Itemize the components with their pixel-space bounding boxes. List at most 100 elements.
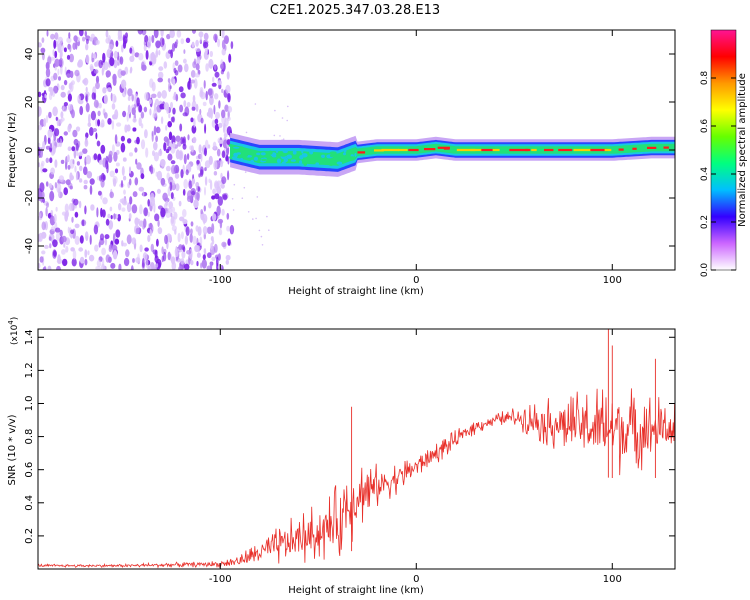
noise-blob — [143, 218, 147, 228]
noise-blob — [99, 123, 105, 128]
noise-blob — [138, 117, 142, 127]
noise-blob — [168, 131, 173, 141]
noise-blob — [96, 259, 102, 267]
noise-blob — [221, 39, 226, 50]
band-blob — [245, 150, 249, 153]
noise-blob — [186, 101, 191, 108]
noise-blob — [59, 229, 63, 237]
noise-blob — [43, 118, 47, 127]
x-tick-label: 100 — [603, 574, 622, 585]
noise-blob — [157, 227, 163, 235]
colorbar-tick-label: 0.2 — [700, 215, 710, 229]
noise-blob — [82, 148, 88, 154]
noise-blob — [155, 171, 158, 177]
noise-blob — [89, 185, 93, 195]
noise-blob — [74, 223, 80, 229]
y-tick-label: 0.4 — [24, 495, 35, 511]
noise-blob — [200, 166, 204, 176]
noise-blob — [175, 93, 179, 102]
noise-blob — [213, 243, 218, 253]
noise-blob — [190, 228, 193, 235]
noise-blob — [227, 170, 230, 181]
noise-dot — [266, 215, 268, 218]
noise-blob — [53, 39, 57, 49]
noise-blob — [75, 143, 79, 152]
noise-blob — [180, 92, 186, 99]
noise-blob — [193, 78, 198, 89]
noise-dot — [286, 119, 289, 122]
noise-blob — [217, 264, 222, 270]
noise-blob — [183, 58, 187, 64]
noise-blob — [165, 124, 168, 131]
noise-blob — [147, 234, 151, 243]
noise-blob — [218, 160, 224, 165]
noise-blob — [57, 42, 62, 53]
noise-blob — [149, 222, 153, 229]
noise-blob — [221, 176, 227, 185]
noise-blob — [74, 235, 80, 245]
band-blob — [309, 150, 314, 155]
noise-blob — [79, 151, 83, 156]
noise-blob — [128, 166, 132, 174]
noise-blob — [111, 103, 116, 110]
noise-dot — [244, 171, 247, 173]
noise-blob — [218, 228, 223, 236]
noise-blob — [217, 253, 221, 261]
chart-title: C2E1.2025.347.03.28.E13 — [270, 3, 440, 18]
noise-blob — [214, 181, 219, 191]
noise-blob — [226, 71, 230, 80]
noise-dot — [281, 117, 284, 119]
noise-blob — [74, 165, 77, 173]
noise-blob — [38, 91, 42, 98]
noise-dot — [232, 209, 235, 211]
noise-blob — [50, 209, 54, 216]
noise-blob — [218, 122, 223, 128]
noise-blob — [214, 123, 220, 132]
band-blob — [236, 152, 241, 155]
noise-blob — [221, 88, 224, 94]
noise-blob — [70, 70, 74, 79]
noise-blob — [144, 247, 149, 252]
noise-blob — [108, 150, 113, 157]
noise-blob — [168, 201, 174, 209]
noise-blob — [189, 233, 193, 243]
noise-blob — [114, 168, 119, 174]
noise-blob — [221, 30, 225, 39]
noise-blob — [221, 109, 226, 119]
x-tick-label: -100 — [209, 574, 232, 585]
noise-blob — [212, 188, 217, 195]
noise-blob — [38, 262, 41, 269]
noise-blob — [77, 94, 81, 104]
colorbar-tick-label: 0.0 — [700, 263, 710, 278]
noise-blob — [203, 248, 206, 254]
noise-blob — [175, 135, 181, 142]
noise-blob — [139, 204, 143, 215]
noise-blob — [209, 179, 213, 191]
noise-blob — [220, 63, 224, 70]
colorbar-label: Normalized spectral amplitude — [737, 73, 748, 227]
band-blob — [281, 161, 286, 166]
noise-blob — [54, 182, 58, 189]
noise-blob — [83, 179, 88, 185]
noise-blob — [187, 134, 190, 141]
noise-blob — [107, 87, 112, 93]
x-tick-label: 0 — [413, 275, 419, 286]
noise-blob — [112, 175, 118, 185]
noise-blob — [61, 258, 68, 267]
noise-blob — [71, 258, 77, 267]
noise-blob — [194, 73, 200, 78]
noise-blob — [203, 32, 209, 41]
band-blob — [343, 152, 346, 156]
noise-blob — [114, 238, 120, 245]
noise-blob — [115, 162, 120, 167]
noise-blob — [110, 215, 113, 220]
band-blob — [256, 152, 261, 156]
noise-blob — [43, 265, 47, 270]
noise-dot — [247, 211, 250, 213]
noise-blob — [182, 209, 187, 218]
noise-blob — [147, 199, 150, 207]
noise-blob — [217, 80, 222, 86]
noise-blob — [128, 178, 132, 186]
noise-blob — [60, 159, 65, 164]
noise-blob — [153, 151, 159, 162]
